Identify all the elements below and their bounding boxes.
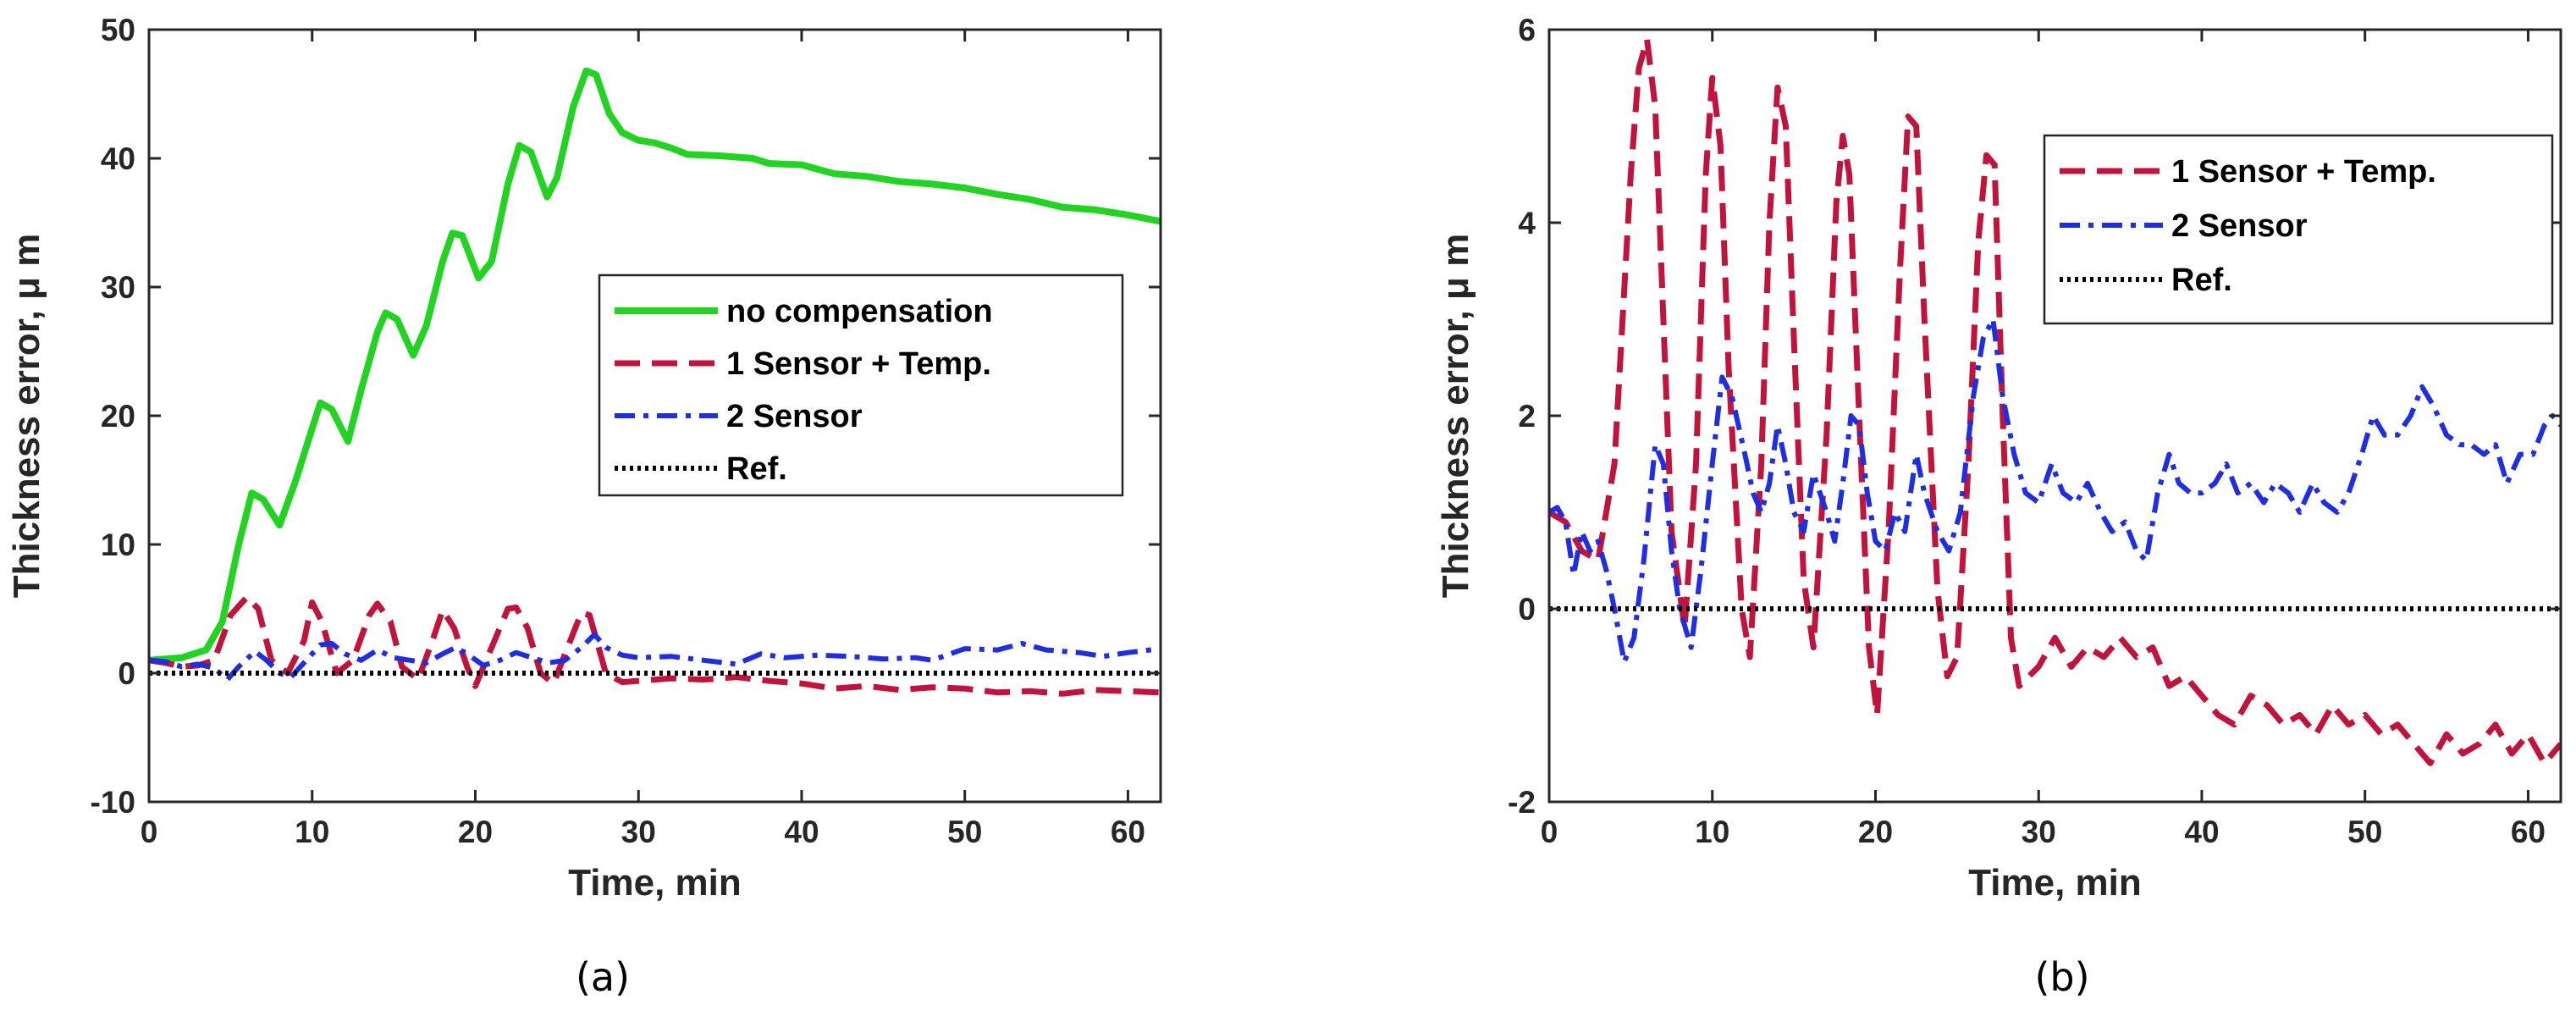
x-tick-label: 20 (1858, 815, 1893, 849)
x-axis-label: Time, min (568, 862, 742, 903)
y-tick-label: 50 (101, 13, 135, 47)
y-tick-label: 20 (101, 399, 135, 434)
x-tick-label: 50 (947, 815, 982, 849)
y-tick-label: 0 (118, 656, 135, 691)
legend-label-no-comp: no compensation (726, 294, 993, 329)
x-axis-label: Time, min (1968, 862, 2142, 903)
series-line-sensor-temp (149, 594, 1161, 697)
legend-label-sensor-temp: 1 Sensor + Temp. (2171, 154, 2436, 190)
y-tick-label: 40 (101, 141, 135, 176)
legend-box (2043, 134, 2554, 325)
series-line-no-comp (149, 67, 1161, 664)
y-tick-label: 4 (1518, 206, 1536, 240)
y-tick-label: 0 (1518, 592, 1536, 627)
legend-label-sensor-temp: 1 Sensor + Temp. (726, 346, 991, 382)
y-tick-label: -2 (1508, 785, 1536, 820)
y-tick-label: 10 (101, 528, 135, 562)
x-tick-label: 40 (784, 815, 819, 849)
series-line-sensor-temp (1549, 36, 2561, 766)
legend-label-two-sensor: 2 Sensor (2171, 208, 2308, 244)
x-tick-label: 60 (1111, 815, 1145, 849)
y-axis-label: Thickness error, μ m (1435, 234, 1476, 598)
panel-caption: (a) (576, 954, 630, 1000)
x-tick-label: 0 (1541, 815, 1558, 849)
x-tick-label: 50 (2347, 815, 2382, 849)
x-tick-label: 30 (621, 815, 656, 849)
series-group (1549, 36, 2561, 766)
y-tick-label: 2 (1518, 399, 1536, 434)
x-tick-label: 10 (1695, 815, 1729, 849)
series-group (149, 67, 1161, 697)
legend-label-two-sensor: 2 Sensor (726, 399, 863, 434)
series-line-two-sensor (149, 632, 1161, 682)
legend: no compensation 1 Sensor + Temp. 2 Sensor R… (598, 273, 1124, 497)
x-tick-label: 60 (2511, 815, 2546, 849)
panel-caption: (b) (2034, 954, 2089, 1000)
legend-label-ref: Ref. (726, 451, 787, 487)
y-tick-label: 30 (101, 270, 135, 305)
legend-label-ref: Ref. (2171, 262, 2232, 298)
x-tick-label: 10 (295, 815, 329, 849)
x-tick-label: 20 (458, 815, 493, 849)
x-tick-label: 0 (141, 815, 158, 849)
x-tick-label: 40 (2184, 815, 2219, 849)
y-tick-label: 6 (1518, 13, 1536, 47)
x-tick-label: 30 (2022, 815, 2056, 849)
legend: 1 Sensor + Temp. 2 Sensor Ref. (2043, 134, 2554, 325)
y-tick-label: -10 (91, 785, 135, 820)
y-axis-label: Thickness error, μ m (6, 234, 47, 598)
